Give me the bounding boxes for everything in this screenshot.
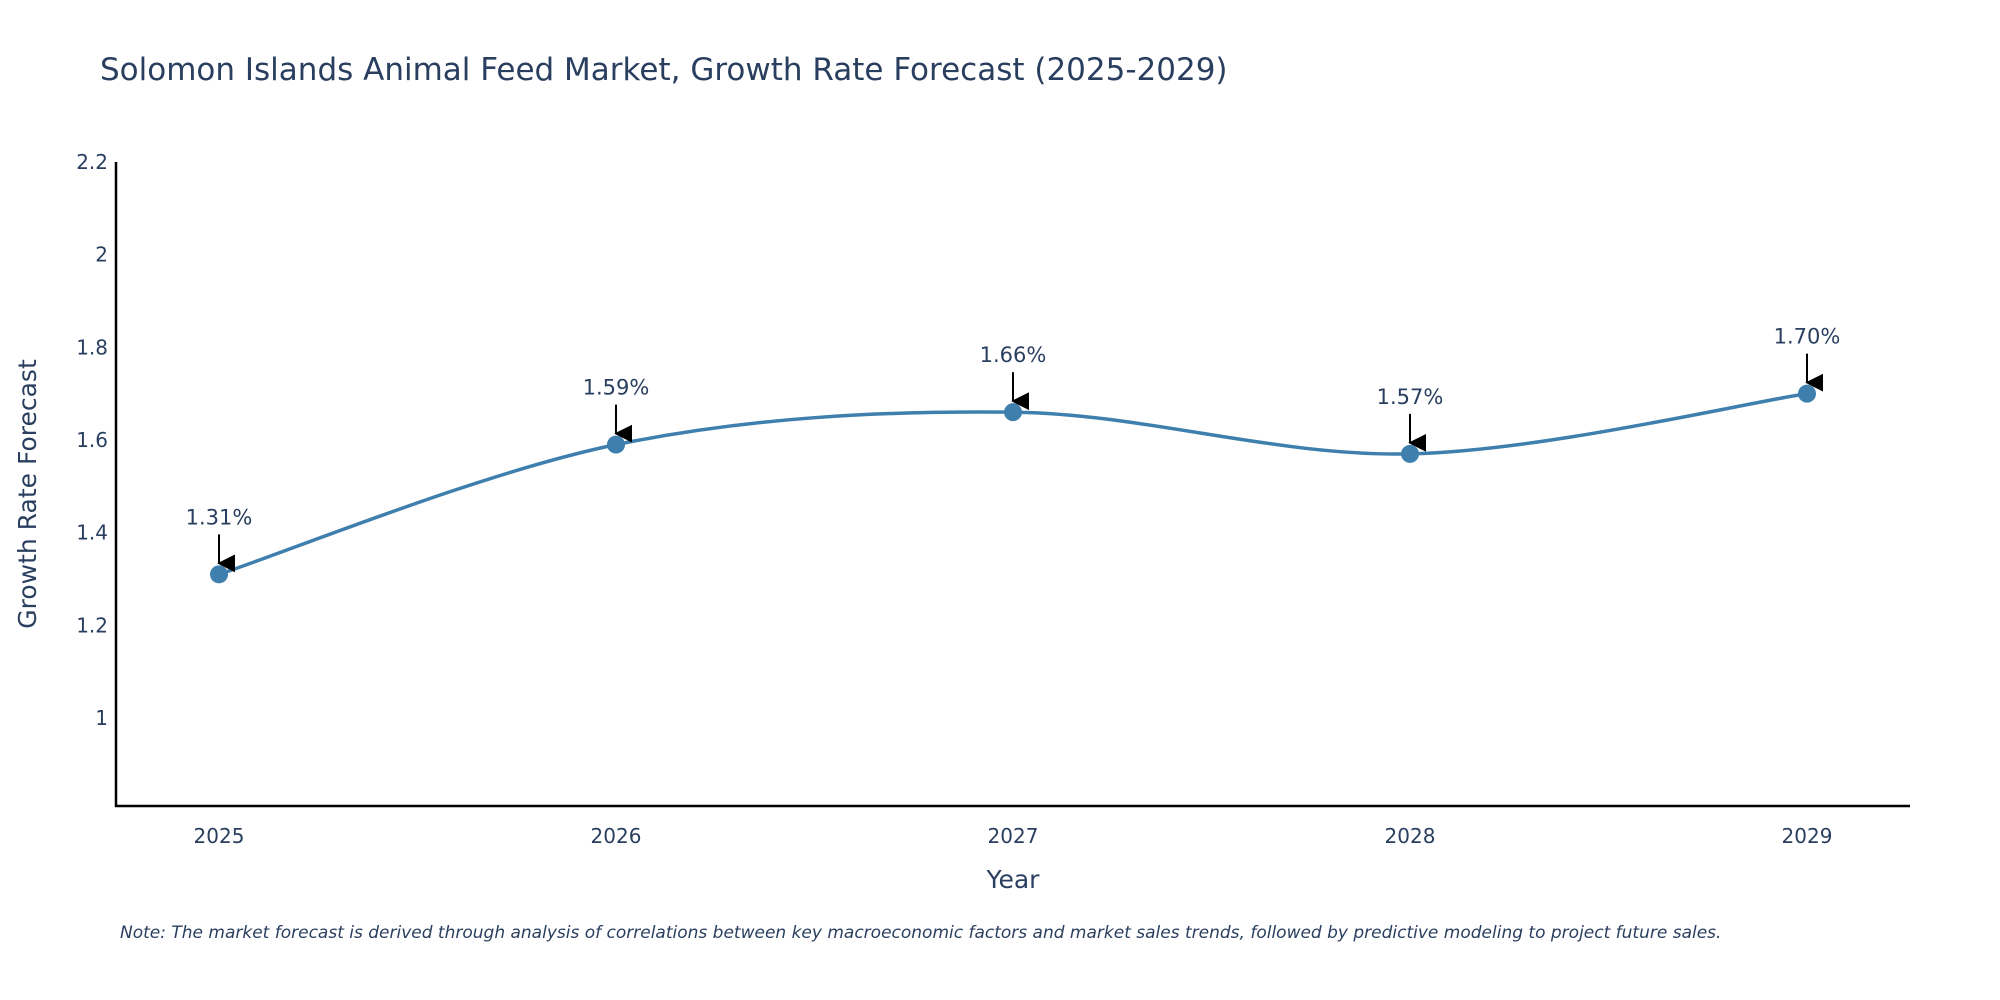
x-tick-label: 2027 [988,824,1039,848]
x-tick-label: 2028 [1385,824,1436,848]
data-point-2027 [1004,403,1022,422]
x-tick-label: 2025 [194,824,245,848]
x-axis-title: Year [986,865,1041,894]
y-axis-title: Growth Rate Forecast [13,359,42,629]
y-tick-label: 1 [95,706,108,730]
chart-title: Solomon Islands Animal Feed Market, Grow… [100,52,1228,88]
y-tick-label: 1.8 [76,335,108,359]
data-label-2029: 1.70% [1774,325,1841,349]
data-point-2029 [1798,384,1816,403]
y-axis-ticks: 1 1.2 1.4 1.6 1.8 2 2.2 [76,150,108,730]
data-point-2026 [607,435,625,454]
y-tick-label: 1.6 [76,428,108,452]
footnote: Note: The market forecast is derived thr… [120,923,1721,943]
data-point-2028 [1401,444,1419,463]
x-axis-ticks: 2025 2026 2027 2028 2029 [194,824,1833,848]
data-points [210,384,1816,584]
x-tick-label: 2026 [591,824,642,848]
y-tick-label: 2.2 [76,150,108,174]
data-label-2026: 1.59% [583,376,650,400]
y-tick-label: 1.2 [76,613,108,637]
data-label-2028: 1.57% [1377,385,1444,409]
data-label-2027: 1.66% [980,343,1047,367]
y-tick-label: 2 [95,243,108,267]
x-tick-label: 2029 [1782,824,1833,848]
y-tick-label: 1.4 [76,521,108,545]
data-label-2025: 1.31% [186,505,253,529]
data-label-annotations: 1.31% 1.59% 1.66% 1.57% 1.70% [186,325,1841,573]
data-point-2025 [210,565,228,584]
